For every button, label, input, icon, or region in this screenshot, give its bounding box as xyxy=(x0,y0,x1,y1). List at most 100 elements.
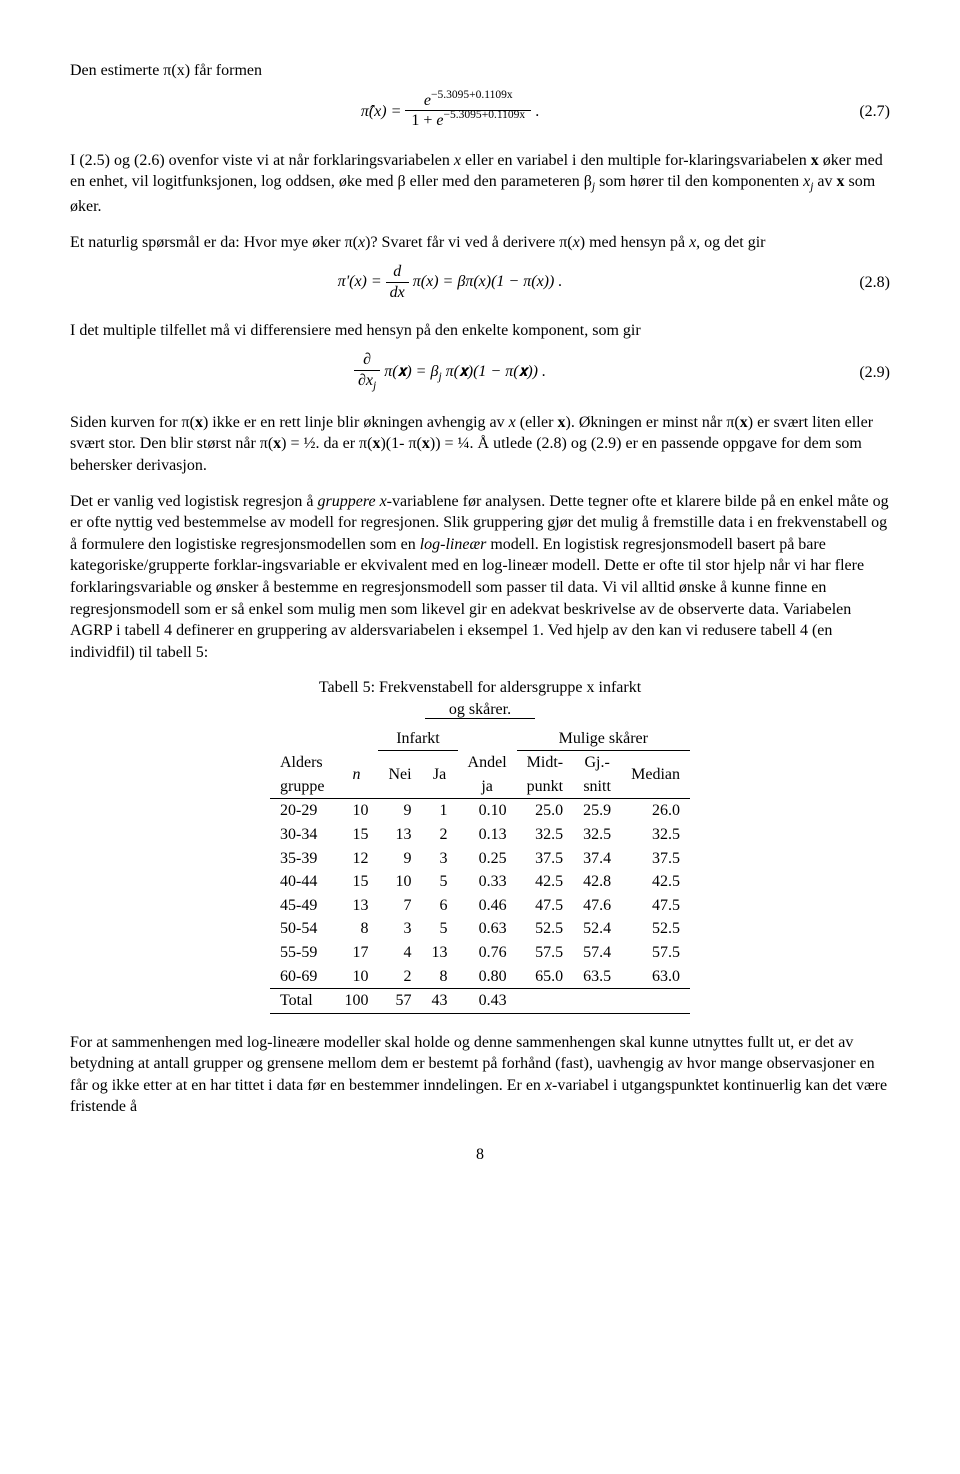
table-cell: 60-69 xyxy=(270,965,334,989)
table-cell: 0.63 xyxy=(458,917,517,941)
table-cell: 0.25 xyxy=(458,847,517,871)
eq28-pre: π'(x) = xyxy=(338,273,386,290)
eq27-number: (2.7) xyxy=(830,101,890,123)
table-row: 60-6910280.8065.063.563.0 xyxy=(270,965,690,989)
table-cell: 2 xyxy=(378,965,421,989)
table-cell: 45-49 xyxy=(270,894,334,918)
table-row: 30-34151320.1332.532.532.5 xyxy=(270,823,690,847)
eq29-dden-pre: ∂ xyxy=(358,372,366,389)
table-cell: 12 xyxy=(334,847,378,871)
eq28-dden-x: x xyxy=(398,284,405,301)
head-n: n xyxy=(334,751,378,799)
page-number: 8 xyxy=(70,1144,890,1166)
head-alders2: gruppe xyxy=(270,775,334,799)
intro-text: Den estimerte π(x) får formen xyxy=(70,62,262,79)
eq27-body: π̂(x) = e−5.3095+0.1109x 1 + e−5.3095+0.… xyxy=(70,92,830,132)
equation-2-8: π'(x) = d dx π(x) = βπ(x)(1 − π(x)) . (2… xyxy=(70,263,890,302)
table-cell: 57.5 xyxy=(621,941,690,965)
eq28-dden-pre: d xyxy=(390,284,398,301)
table-cell: 25.0 xyxy=(517,799,573,823)
table-cell: 3 xyxy=(378,917,421,941)
head-midt1: Midt- xyxy=(517,751,573,775)
table-cell: 25.9 xyxy=(573,799,621,823)
table-cell: 65.0 xyxy=(517,965,573,989)
head-mulige: Mulige skårer xyxy=(517,727,690,751)
table-cell: 57 xyxy=(378,989,421,1014)
table-cell: 47.5 xyxy=(517,894,573,918)
eq29-post: π(𝐱)(1 − π(𝐱)) . xyxy=(442,363,546,380)
table-cell: 13 xyxy=(422,941,458,965)
paragraph-3: I det multiple tilfellet må vi differens… xyxy=(70,320,890,342)
table-caption-line2: og skårer. xyxy=(70,699,890,721)
table-cell: 47.6 xyxy=(573,894,621,918)
table-cell: 100 xyxy=(334,989,378,1014)
table-cell: 13 xyxy=(334,894,378,918)
eq27-den-exp: −5.3095+0.1109x xyxy=(444,109,526,121)
eq29-dden-x: x xyxy=(366,372,373,389)
table-cell: 4 xyxy=(378,941,421,965)
table-cell: 43 xyxy=(422,989,458,1014)
table-cell: 20-29 xyxy=(270,799,334,823)
eq29-mid: π(𝐱) = β xyxy=(384,363,438,380)
table-cell: 3 xyxy=(422,847,458,871)
table-cell: 6 xyxy=(422,894,458,918)
table-cell: 8 xyxy=(422,965,458,989)
eq27-den-pre: 1 + xyxy=(411,112,436,129)
table-cell: 30-34 xyxy=(270,823,334,847)
table-cell: 63.0 xyxy=(621,965,690,989)
head-andel2: ja xyxy=(458,775,517,799)
table-cell: 10 xyxy=(334,799,378,823)
table-cell: 57.5 xyxy=(517,941,573,965)
eq27-num-exp: −5.3095+0.1109x xyxy=(431,89,513,101)
eq29-dden-sub: j xyxy=(373,380,376,392)
table-cell xyxy=(517,989,573,1014)
table-cell: 7 xyxy=(378,894,421,918)
table-cell: 63.5 xyxy=(573,965,621,989)
table-header-row-2: Alders n Nei Ja Andel Midt- Gj.- Median xyxy=(270,751,690,775)
equation-2-7: π̂(x) = e−5.3095+0.1109x 1 + e−5.3095+0.… xyxy=(70,92,890,132)
table-cell: 0.43 xyxy=(458,989,517,1014)
table-cell: 0.46 xyxy=(458,894,517,918)
table-cell: 55-59 xyxy=(270,941,334,965)
table-cell: 35-39 xyxy=(270,847,334,871)
table-cell: 17 xyxy=(334,941,378,965)
table-row: 55-59174130.7657.557.457.5 xyxy=(270,941,690,965)
table-cell: 9 xyxy=(378,799,421,823)
table-cell: 42.5 xyxy=(517,870,573,894)
eq27-tail: . xyxy=(535,102,539,119)
eq29-dnum: ∂ xyxy=(354,351,380,370)
table-cell: 32.5 xyxy=(517,823,573,847)
eq27-lhs: π̂(x) = xyxy=(361,102,402,119)
table-cell: 37.5 xyxy=(621,847,690,871)
head-andel1: Andel xyxy=(458,751,517,775)
head-midt2: punkt xyxy=(517,775,573,799)
table-cell: 15 xyxy=(334,870,378,894)
table-cell: 26.0 xyxy=(621,799,690,823)
eq28-dnum: d xyxy=(386,263,409,282)
intro-line: Den estimerte π(x) får formen xyxy=(70,60,890,82)
table-cell: 40-44 xyxy=(270,870,334,894)
table-row-total: Total10057430.43 xyxy=(270,989,690,1014)
head-infarkt: Infarkt xyxy=(378,727,457,751)
paragraph-2: Et naturlig spørsmål er da: Hvor mye øke… xyxy=(70,232,890,254)
equation-2-9: ∂ ∂xj π(𝐱) = βj π(𝐱)(1 − π(𝐱)) . (2.9) xyxy=(70,351,890,393)
table-row: 35-3912930.2537.537.437.5 xyxy=(270,847,690,871)
table-row: 20-2910910.1025.025.926.0 xyxy=(270,799,690,823)
table-cell: 32.5 xyxy=(621,823,690,847)
table-cell: 52.4 xyxy=(573,917,621,941)
table-cell: 9 xyxy=(378,847,421,871)
paragraph-1: I (2.5) og (2.6) ovenfor viste vi at når… xyxy=(70,150,890,218)
eq29-body: ∂ ∂xj π(𝐱) = βj π(𝐱)(1 − π(𝐱)) . xyxy=(70,351,830,393)
table-cell: Total xyxy=(270,989,334,1014)
table-cell: 10 xyxy=(378,870,421,894)
table-cell: 2 xyxy=(422,823,458,847)
table-cell: 37.4 xyxy=(573,847,621,871)
table-cell: 57.4 xyxy=(573,941,621,965)
eq28-number: (2.8) xyxy=(830,272,890,294)
table-cell: 5 xyxy=(422,870,458,894)
head-gj1: Gj.- xyxy=(573,751,621,775)
eq28-post: π(x) = βπ(x)(1 − π(x)) . xyxy=(413,273,563,290)
table-cell: 0.33 xyxy=(458,870,517,894)
paragraph-6: For at sammenhengen med log-lineære mode… xyxy=(70,1032,890,1118)
table-cell xyxy=(573,989,621,1014)
